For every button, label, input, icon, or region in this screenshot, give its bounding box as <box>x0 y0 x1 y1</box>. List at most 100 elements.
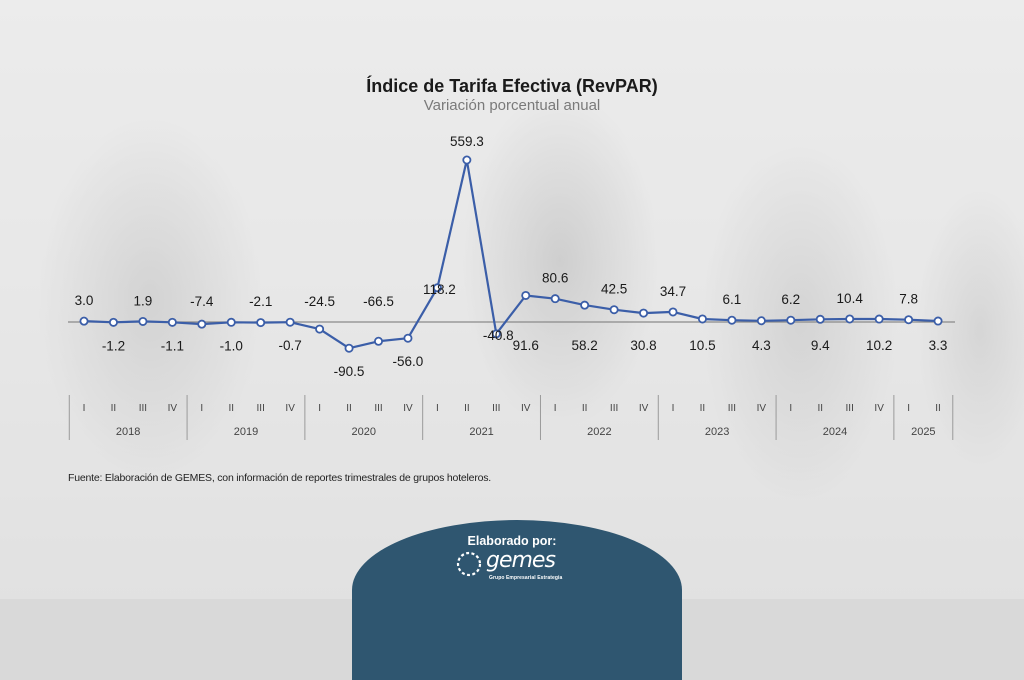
data-label: 6.2 <box>781 292 800 307</box>
quarter-tick-label: IV <box>874 403 884 414</box>
data-point <box>403 333 413 343</box>
data-point <box>756 316 766 326</box>
quarter-tick-label: II <box>346 403 352 414</box>
chart-title: Índice de Tarifa Efectiva (RevPAR) <box>366 76 658 96</box>
data-point <box>285 317 295 327</box>
data-label: -1.1 <box>161 338 184 353</box>
data-label: -66.5 <box>363 294 394 309</box>
quarter-tick-label: IV <box>757 403 767 414</box>
year-tick-label: 2021 <box>469 426 493 438</box>
quarter-tick-label: III <box>257 403 265 414</box>
year-tick-label: 2024 <box>823 426 847 438</box>
data-label: 7.8 <box>899 292 918 307</box>
data-point <box>697 314 707 324</box>
data-point <box>786 315 796 325</box>
quarter-tick-label: III <box>374 403 382 414</box>
data-label: 80.6 <box>542 271 568 286</box>
quarter-tick-label: II <box>935 403 941 414</box>
data-point <box>874 314 884 324</box>
data-point <box>933 316 943 326</box>
data-point <box>550 294 560 304</box>
data-point <box>609 305 619 315</box>
quarter-tick-label: II <box>228 403 234 414</box>
quarter-tick-label: III <box>139 403 147 414</box>
data-point <box>197 319 207 329</box>
quarter-tick-label: I <box>554 403 557 414</box>
data-label: 3.0 <box>75 293 94 308</box>
data-point <box>344 343 354 353</box>
quarter-tick-label: I <box>436 403 439 414</box>
series-line <box>83 158 939 350</box>
quarter-tick-label: II <box>582 403 588 414</box>
data-label: -1.0 <box>220 338 243 353</box>
quarter-tick-label: III <box>492 403 500 414</box>
data-point <box>138 316 148 326</box>
quarter-tick-label: I <box>907 403 910 414</box>
quarter-tick-label: III <box>728 403 736 414</box>
background-overlay <box>0 0 1024 599</box>
data-label: 6.1 <box>723 292 742 307</box>
logo-tagline: Grupo Empresarial Estrategia <box>489 575 563 581</box>
quarter-tick-label: I <box>789 403 792 414</box>
data-point <box>462 155 472 165</box>
quarter-tick-label: IV <box>285 403 295 414</box>
data-point <box>432 283 442 293</box>
data-point <box>373 336 383 346</box>
quarter-tick-label: III <box>610 403 618 414</box>
data-label: -2.1 <box>249 294 272 309</box>
data-label: 10.5 <box>689 338 715 353</box>
logo-wordmark: gemes <box>486 548 556 573</box>
data-label: -40.8 <box>483 328 514 343</box>
data-point <box>904 315 914 325</box>
quarter-tick-label: I <box>318 403 321 414</box>
data-label: -56.0 <box>393 354 424 369</box>
data-point <box>491 329 501 339</box>
source-note: Fuente: Elaboración de GEMES, con inform… <box>68 472 492 484</box>
data-point <box>108 317 118 327</box>
data-point <box>521 290 531 300</box>
badge-title: Elaborado por: <box>467 534 557 548</box>
data-point <box>639 308 649 318</box>
data-label: 118.2 <box>423 282 456 297</box>
data-label: 10.4 <box>837 291 864 306</box>
data-point <box>668 307 678 317</box>
quarter-tick-label: I <box>83 403 86 414</box>
quarter-tick-label: I <box>200 403 203 414</box>
quarter-tick-label: IV <box>639 403 649 414</box>
quarter-tick-label: II <box>111 403 117 414</box>
data-label: 30.8 <box>630 338 656 353</box>
quarter-tick-label: IV <box>168 403 178 414</box>
line-chart: 3.0 -1.2 1.9 -1.1 -7.4 -1.0 -2.1 -0.7 -24.5 -90.5… <box>68 134 955 440</box>
year-tick-label: 2023 <box>705 426 729 438</box>
data-point <box>167 317 177 327</box>
data-point <box>815 314 825 324</box>
data-point <box>845 314 855 324</box>
data-point <box>79 316 89 326</box>
quarter-tick-label: IV <box>521 403 531 414</box>
data-label: 9.4 <box>811 338 830 353</box>
quarter-tick-label: III <box>846 403 854 414</box>
year-tick-label: 2019 <box>234 426 258 438</box>
data-label: 4.3 <box>752 338 771 353</box>
quarter-tick-label: I <box>672 403 675 414</box>
data-point <box>315 324 325 334</box>
quarter-tick-label: II <box>817 403 823 414</box>
data-label: 58.2 <box>572 338 598 353</box>
quarter-tick-label: II <box>464 403 470 414</box>
data-label: -7.4 <box>190 294 214 309</box>
year-tick-label: 2022 <box>587 426 611 438</box>
data-label: 1.9 <box>134 293 153 308</box>
gemes-logo-icon <box>456 551 482 577</box>
data-label: 91.6 <box>513 338 539 353</box>
data-label: 559.3 <box>450 134 484 149</box>
data-label: 34.7 <box>660 284 686 299</box>
year-tick-label: 2020 <box>352 426 376 438</box>
data-label: -90.5 <box>334 364 365 379</box>
quarter-tick-label: II <box>700 403 706 414</box>
data-label: -0.7 <box>279 338 302 353</box>
chart-subtitle: Variación porcentual anual <box>423 97 601 114</box>
data-label: 42.5 <box>601 282 627 297</box>
data-point <box>727 315 737 325</box>
quarter-tick-label: IV <box>403 403 413 414</box>
year-tick-label: 2025 <box>911 426 935 438</box>
